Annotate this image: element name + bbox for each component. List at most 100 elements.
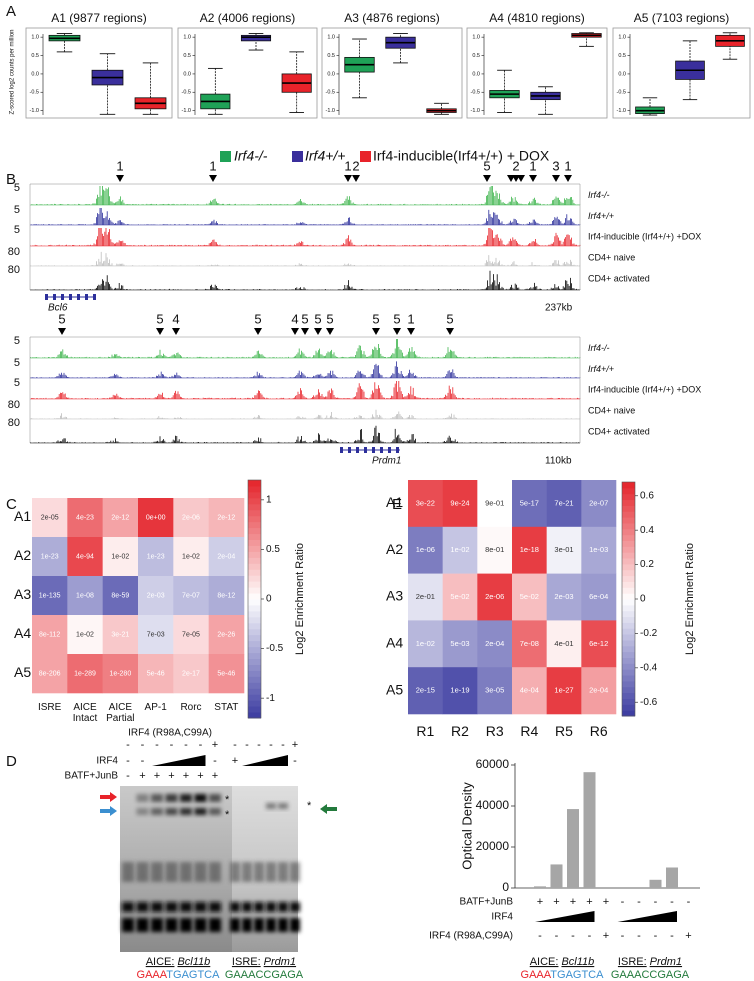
colorbar-segment [248, 652, 261, 659]
signal-track [30, 409, 581, 419]
plot-frame [612, 27, 751, 119]
gel-band [278, 918, 288, 932]
colorbar-segment [248, 593, 261, 600]
arrow-label: 5 [301, 311, 308, 326]
row-label: A4 [386, 635, 403, 651]
exon [396, 447, 399, 453]
asterisk: * [307, 800, 312, 812]
sign: + [154, 770, 160, 782]
sign: - [687, 896, 691, 908]
arrow-label: 4 [172, 311, 179, 326]
colorbar-segment [622, 499, 635, 506]
heat-cell [138, 615, 174, 655]
gel-band [151, 794, 163, 802]
arrow-label: 5 [393, 311, 400, 326]
arrow-label: 5 [446, 311, 453, 326]
track-name: CD4+ naive [588, 405, 635, 415]
arrow-label: 5 [58, 311, 65, 326]
track-scale: 80 [8, 417, 20, 429]
column-label: R3 [485, 723, 504, 739]
colorbar-tick-label: 0 [640, 594, 646, 605]
colorbar-segment [248, 700, 261, 707]
heat-cell [138, 537, 174, 577]
colorbar-segment [248, 646, 261, 654]
arrow-label: 4 [291, 311, 298, 326]
row-label: A1 [386, 494, 403, 510]
sign: - [621, 896, 625, 908]
exon [53, 294, 56, 300]
cell-label: 2e-03 [554, 592, 573, 601]
cell-label: 1e-23 [41, 553, 59, 560]
caption-gene: Bcl11b [177, 956, 210, 968]
heat-cell [546, 480, 582, 528]
colorbar-segment [248, 563, 261, 570]
gel-band [242, 902, 252, 912]
colorbar-tick-label: 0.5 [266, 544, 280, 555]
heat-cell [138, 576, 174, 616]
track-name: Irf4-inducible (Irf4+/+) +DOX [588, 384, 701, 394]
track-scale: 5 [14, 182, 20, 194]
column-label: AP-1 [144, 702, 167, 713]
heat-cell [442, 573, 478, 621]
y-tick-label: -0.5 [617, 90, 626, 96]
legend-swatch [360, 151, 371, 162]
colorbar-segment [622, 645, 635, 653]
colorbar-segment [622, 517, 635, 524]
gel-band [122, 902, 134, 912]
heat-cell [512, 526, 547, 574]
colorbar-segment [622, 692, 635, 699]
gel-band [151, 902, 163, 912]
colorbar-segment [248, 491, 261, 499]
track-name: CD4+ naive [588, 252, 635, 262]
y-tick-label: 1.0 [31, 35, 39, 41]
cell-label: 1e-18 [520, 545, 539, 554]
sign: + [586, 896, 592, 908]
gel-band [136, 808, 149, 815]
plot-title: A4 (4810 regions) [489, 11, 584, 25]
heat-cell [512, 667, 547, 715]
arrowhead [326, 328, 334, 335]
panel-label: E [392, 496, 402, 513]
track-scale: 5 [14, 357, 20, 369]
colorbar-segment [248, 694, 261, 701]
column-label: R5 [555, 723, 573, 739]
heat-cell [173, 537, 209, 577]
caption: ISRE: Prdm1 [232, 956, 296, 968]
arrow-label: 2 [352, 158, 359, 173]
plot-frame [321, 27, 463, 119]
caption: AICE: Bcl11b [146, 956, 211, 968]
gradient-triangle [535, 911, 595, 922]
caption-prefix: AICE: [146, 956, 175, 968]
cell-label: 8e-59 [111, 592, 129, 599]
exon [61, 294, 64, 300]
gel-band [165, 794, 178, 802]
heat-cell [546, 620, 582, 668]
y-tick-label: -0.5 [182, 90, 191, 96]
signal-track [30, 251, 581, 266]
cell-label: 1e-02 [111, 553, 129, 560]
cell-label: 1e-27 [554, 686, 573, 695]
gene-name: Prdm1 [372, 456, 401, 467]
exon [69, 294, 72, 300]
heat-cell [102, 537, 139, 577]
colorbar-segment [248, 533, 261, 540]
arrow-label: 1 [344, 158, 351, 173]
y-tick-label: -1.0 [471, 108, 480, 114]
cell-label: 2e-04 [217, 553, 235, 560]
sign: - [637, 930, 641, 942]
gel-band [209, 808, 221, 815]
signal-track [30, 186, 581, 205]
colorbar-tick-label: 0 [266, 594, 272, 605]
heat-cell [546, 667, 582, 715]
heat-cell [442, 620, 478, 668]
heat-cell [477, 667, 513, 715]
gel-band [180, 918, 192, 932]
cell-label: 7e-03 [147, 631, 165, 638]
heat-cell [408, 480, 443, 528]
colorbar-segment [248, 545, 261, 552]
colorbar-segment [622, 575, 635, 582]
heat-cell [546, 526, 582, 574]
legend-swatch [220, 151, 231, 162]
arrowhead [172, 328, 180, 335]
arrowhead [116, 175, 124, 182]
